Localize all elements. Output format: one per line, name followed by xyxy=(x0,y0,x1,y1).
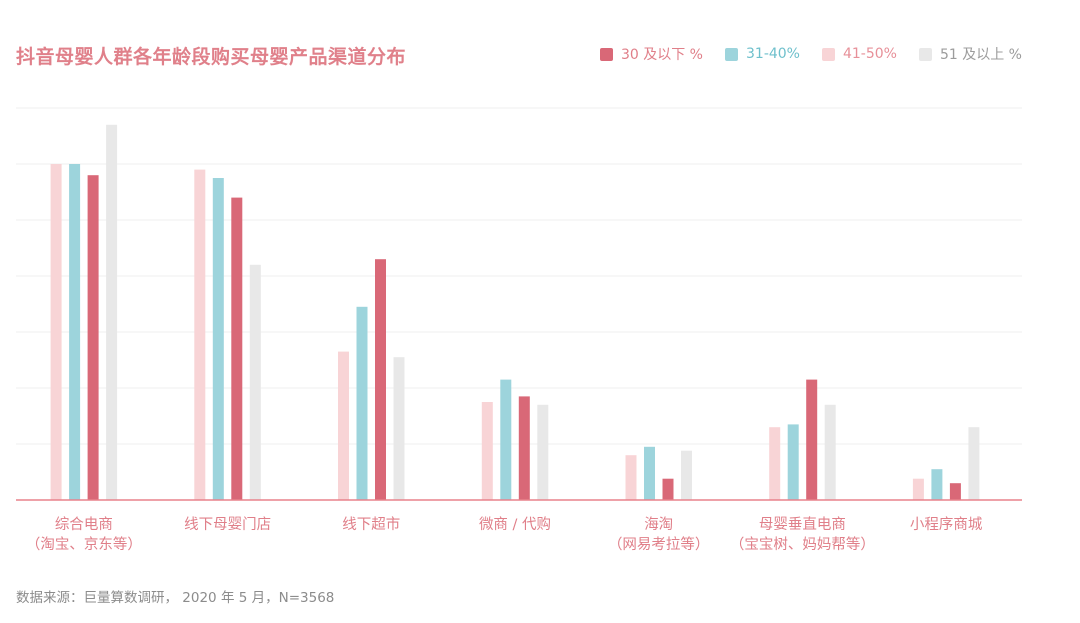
bar xyxy=(231,197,243,500)
bar xyxy=(806,379,818,500)
bar xyxy=(87,175,99,500)
x-tick-label: 微商 / 代购 xyxy=(479,516,551,533)
x-tick-label: 小程序商城 xyxy=(910,516,983,533)
legend-label: 51 及以上 % xyxy=(939,47,1022,63)
bar xyxy=(824,404,836,500)
data-source-note: 数据来源：巨量算数调研， 2020 年 5 月，N=3568 xyxy=(16,590,335,606)
chart-title: 抖音母婴人群各年龄段购买母婴产品渠道分布 xyxy=(16,46,407,68)
bar xyxy=(912,478,924,500)
legend-item-51-above: 51 及以上 % xyxy=(918,44,1022,64)
x-tick-label: 综合电商 xyxy=(55,516,113,533)
bar xyxy=(681,450,692,500)
x-tick-label: （宝宝树、妈妈帮等） xyxy=(730,535,875,553)
legend-swatch xyxy=(918,47,932,61)
bar xyxy=(106,124,118,501)
x-tick-label: 线下超市 xyxy=(342,516,400,533)
legend-label: 30 及以下 % xyxy=(620,47,703,63)
x-tick-label: （淘宝、京东等） xyxy=(26,535,142,553)
bar xyxy=(787,424,799,500)
bar xyxy=(375,259,386,500)
bar xyxy=(481,402,493,500)
bar xyxy=(212,178,224,500)
bar xyxy=(518,396,530,500)
x-tick-label: 海淘 xyxy=(644,516,673,533)
legend-label: 41-50% xyxy=(842,46,897,62)
bar xyxy=(194,169,206,500)
chart-legend: 30 及以下 % 31-40% 41-50% 51 及以上 % xyxy=(599,44,1022,64)
bar xyxy=(644,446,655,500)
legend-item-30-below: 30 及以下 % xyxy=(599,44,703,64)
legend-item-41-50: 41-50% xyxy=(821,44,897,64)
legend-swatch xyxy=(821,47,835,61)
bar xyxy=(356,306,368,500)
bar xyxy=(662,478,674,500)
x-tick-label: （网易考拉等） xyxy=(608,535,710,553)
bar xyxy=(50,164,62,500)
bar xyxy=(931,469,943,500)
legend-label: 31-40% xyxy=(746,46,800,62)
gridlines xyxy=(16,107,1022,445)
bar xyxy=(500,379,512,500)
x-tick-label: 母婴垂直电商 xyxy=(759,516,846,533)
bar xyxy=(625,455,637,500)
bar xyxy=(338,351,349,500)
bar xyxy=(537,404,549,500)
bar xyxy=(393,357,405,500)
legend-swatch xyxy=(599,47,613,61)
bar xyxy=(949,483,961,500)
bar xyxy=(249,264,261,500)
bar xyxy=(968,427,980,500)
x-tick-label: 线下母婴门店 xyxy=(184,516,271,533)
bar xyxy=(769,427,781,500)
bar xyxy=(69,164,81,500)
legend-item-31-40: 31-40% xyxy=(725,44,800,64)
legend-swatch xyxy=(725,47,738,61)
